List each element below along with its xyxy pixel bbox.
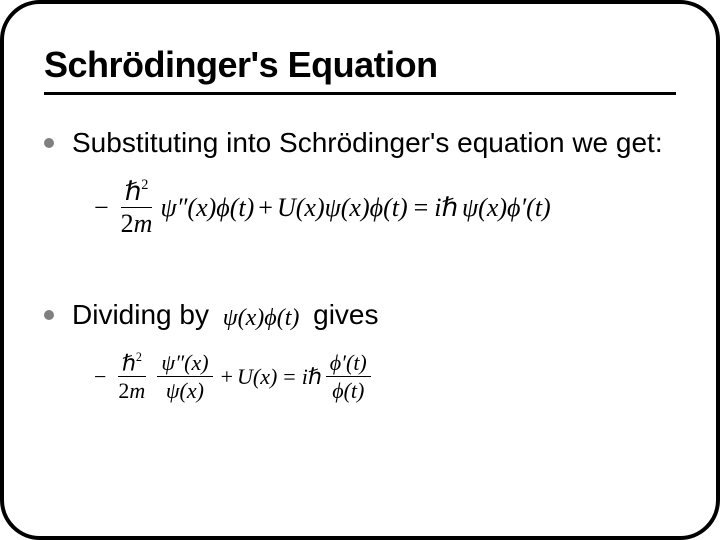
eq2-psiden: ψ(x) — [162, 377, 208, 402]
bullet-dot-icon — [44, 310, 54, 320]
eq2-phiden: ϕ(t) — [328, 377, 368, 402]
slide-title: Schrödinger's Equation — [44, 44, 676, 86]
eq2-plus: + — [221, 364, 233, 390]
title-underline — [44, 92, 676, 95]
bullet-item: Dividing by ψ(x)ϕ(t) gives — [44, 297, 676, 333]
bullet-text: Substituting into Schrödinger's equation… — [72, 125, 676, 161]
eq-U: U(x) — [277, 193, 325, 223]
eq-2m: 2m — [121, 209, 153, 238]
eq-frac-den: 2m — [117, 208, 157, 237]
slide-frame: Schrödinger's Equation Substituting into… — [0, 0, 720, 540]
eq2-2m: 2m — [118, 378, 145, 403]
equation-2: − ℏ2 2m ψ″(x) ψ(x) + U(x) = i ℏ ϕ′(t) ϕ(… — [94, 352, 676, 402]
eq-frac-hbar2-2m: ℏ2 2m — [117, 179, 157, 237]
eq-exp: 2 — [141, 177, 148, 193]
eq-phit: ϕ(t) — [216, 193, 254, 223]
eq-phit2: ϕ(t) — [370, 193, 408, 223]
bullet-text-2: Dividing by ψ(x)ϕ(t) gives — [72, 297, 676, 333]
eq-frac-num: ℏ2 — [121, 179, 153, 208]
eq2-equals: = — [283, 364, 295, 390]
equation-block-2: − ℏ2 2m ψ″(x) ψ(x) + U(x) = i ℏ ϕ′(t) ϕ(… — [94, 352, 676, 402]
eq-minus: − — [94, 193, 109, 223]
equation-1: − ℏ2 2m ψ″(x) ϕ(t) + U(x) ψ(x) ϕ(t) = i … — [94, 179, 676, 237]
eq2-frac-hbar2-2m: ℏ2 2m — [114, 352, 149, 402]
eq-i: i — [434, 193, 441, 223]
bullet2-inline-expr: ψ(x)ϕ(t) — [223, 303, 300, 334]
eq-hbar: ℏ — [125, 177, 141, 206]
bullet2-before: Dividing by — [72, 299, 209, 330]
eq2-phiprime: ϕ′(t) — [326, 352, 371, 377]
eq2-frac-num: ℏ2 — [118, 352, 146, 377]
bullet2-after: gives — [313, 299, 378, 330]
eq2-frac-den: 2m — [114, 377, 149, 402]
eq2-hbar-r: ℏ — [308, 364, 322, 390]
eq-psi: ψ(x) — [325, 193, 370, 223]
eq2-minus: − — [94, 364, 106, 390]
eq-equals: = — [414, 193, 429, 223]
eq-psi-r: ψ(x) — [462, 193, 507, 223]
eq2-frac-psi: ψ″(x) ψ(x) — [157, 352, 212, 402]
bullet-dot-icon — [44, 138, 54, 148]
equation-block: − ℏ2 2m ψ″(x) ϕ(t) + U(x) ψ(x) ϕ(t) = i … — [94, 179, 676, 237]
eq2-hbar: ℏ — [122, 350, 136, 375]
eq2-U: U(x) — [237, 364, 277, 390]
eq-plus: + — [258, 193, 273, 223]
eq-hbar-r: ℏ — [442, 193, 458, 223]
eq2-exp: 2 — [136, 350, 142, 364]
eq-psi2: ψ″(x) — [160, 193, 216, 223]
eq2-psi2num: ψ″(x) — [157, 352, 212, 377]
bullet-item: Substituting into Schrödinger's equation… — [44, 125, 676, 161]
eq2-frac-phi: ϕ′(t) ϕ(t) — [326, 352, 371, 402]
eq-phiprime: ϕ′(t) — [507, 193, 551, 223]
